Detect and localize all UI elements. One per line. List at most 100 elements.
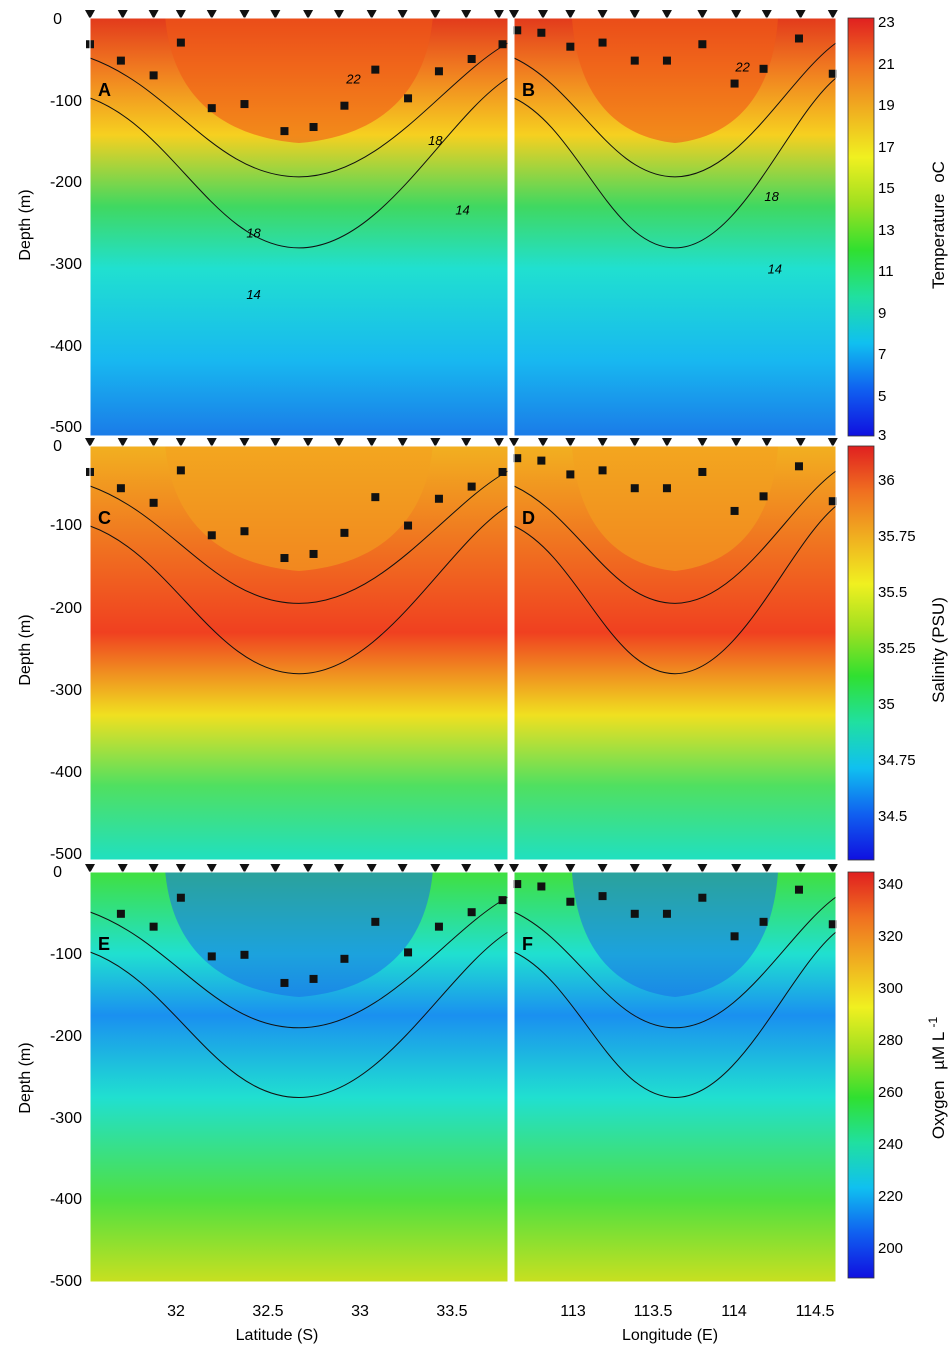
mixed-layer-depth-marker [116, 484, 125, 493]
x-tick-label: 33.5 [436, 1303, 467, 1320]
contour-label: 14 [246, 287, 260, 302]
y-tick-label: 0 [53, 11, 62, 28]
station-marker [537, 864, 548, 873]
y-axis-row-3: 0 -100 -200 -300 -400 -500 Depth (m) [17, 864, 82, 1290]
contour-line [513, 77, 837, 249]
mixed-layer-depth-marker [340, 954, 349, 963]
contour-line [513, 42, 837, 178]
station-marker [731, 438, 742, 447]
station-marker [537, 10, 548, 19]
station-marker [303, 10, 314, 19]
station-marker [597, 438, 608, 447]
contour-line [89, 42, 509, 178]
colorbar-swatch [847, 871, 875, 1279]
station-marker [661, 864, 672, 873]
colorbar-tick-label: 19 [878, 97, 895, 114]
y-tick-label: -200 [50, 174, 82, 191]
station-marker [761, 438, 772, 447]
mixed-layer-depth-marker [371, 65, 380, 74]
colorbar-tick-label: 15 [878, 180, 895, 197]
station-marker [761, 10, 772, 19]
colorbar-tick-label: 23 [878, 14, 895, 31]
mixed-layer-depth-marker [149, 71, 158, 80]
station-marker [239, 10, 250, 19]
mixed-layer-depth-marker [280, 554, 289, 563]
station-marker [117, 864, 128, 873]
colorbar-tick-label: 240 [878, 1136, 903, 1153]
colorbar-label: Salinity (PSU) [929, 597, 948, 703]
station-marker [303, 438, 314, 447]
station-marker [597, 864, 608, 873]
mixed-layer-depth-marker [176, 466, 185, 475]
station-marker [461, 864, 472, 873]
station-marker [333, 10, 344, 19]
station-marker [148, 864, 159, 873]
station-marker [85, 438, 95, 447]
station-marker [509, 864, 519, 873]
x-axis-label: Longitude (E) [622, 1327, 718, 1344]
mixed-layer-depth-marker [513, 454, 522, 463]
station-marker [509, 10, 519, 19]
mixed-layer-depth-marker [598, 466, 607, 475]
station-marker [85, 864, 95, 873]
station-marker [333, 438, 344, 447]
mixed-layer-depth-marker [116, 56, 125, 65]
y-tick-label: -400 [50, 764, 82, 781]
mixed-layer-depth-marker [759, 492, 768, 501]
station-marker [397, 864, 408, 873]
station-marker [333, 864, 344, 873]
x-axis-longitude: 113 113.5 114 114.5 Longitude (E) [560, 1303, 834, 1344]
station-marker [537, 438, 548, 447]
mixed-layer-depth-marker [149, 498, 158, 507]
panel-label: F [522, 934, 533, 954]
y-tick-label: -200 [50, 1028, 82, 1045]
station-marker [731, 10, 742, 19]
y-tick-label: 0 [53, 864, 62, 881]
contour-line [513, 931, 837, 1099]
colorbar-swatch [847, 445, 875, 861]
mixed-layer-depth-marker [371, 493, 380, 502]
colorbar-salinity: 36 35.75 35.5 35.25 35 34.75 34.5 Salini… [847, 445, 948, 861]
mixed-layer-depth-marker [207, 104, 216, 113]
station-marker [85, 10, 95, 19]
colorbar-oxygen: 340 320 300 280 260 240 220 200 Oxygen µ… [847, 871, 948, 1279]
station-marker [697, 438, 708, 447]
station-marker [117, 10, 128, 19]
station-marker [239, 438, 250, 447]
mixed-layer-depth-marker [309, 974, 318, 983]
station-marker [117, 438, 128, 447]
colorbar-tick-label: 220 [878, 1188, 903, 1205]
mixed-layer-depth-marker [207, 531, 216, 540]
mixed-layer-depth-marker [240, 950, 249, 959]
mixed-layer-depth-marker [149, 922, 158, 931]
colorbar-tick-label: 7 [878, 346, 886, 363]
panel-C: C [85, 438, 509, 861]
colorbar-label-unit: µM L [929, 1032, 948, 1070]
mixed-layer-depth-marker [404, 94, 413, 103]
y-tick-label: -100 [50, 517, 82, 534]
panel-frame [89, 871, 509, 1283]
colorbar-tick-label: 320 [878, 928, 903, 945]
mixed-layer-depth-marker [280, 978, 289, 987]
colorbar-tick-label: 34.75 [878, 752, 916, 769]
colorbar-tick-label: 300 [878, 980, 903, 997]
mixed-layer-depth-marker [566, 470, 575, 479]
y-axis-label: Depth (m) [17, 614, 34, 685]
colorbar-label-exponent: -1 [926, 1017, 940, 1028]
station-marker [565, 438, 576, 447]
mixed-layer-depth-marker [630, 484, 639, 493]
mixed-layer-depth-marker [176, 893, 185, 902]
panel-frame [513, 445, 837, 861]
x-tick-label: 113 [560, 1303, 586, 1320]
station-marker [397, 10, 408, 19]
mixed-layer-depth-marker [566, 42, 575, 51]
station-marker [397, 438, 408, 447]
y-tick-label: -500 [50, 846, 82, 863]
mixed-layer-depth-marker [537, 882, 546, 891]
mixed-layer-depth-marker [207, 952, 216, 961]
contour-label: 18 [764, 189, 779, 204]
mixed-layer-depth-marker [404, 521, 413, 530]
station-marker [493, 10, 504, 19]
water-mass-core [165, 872, 433, 997]
